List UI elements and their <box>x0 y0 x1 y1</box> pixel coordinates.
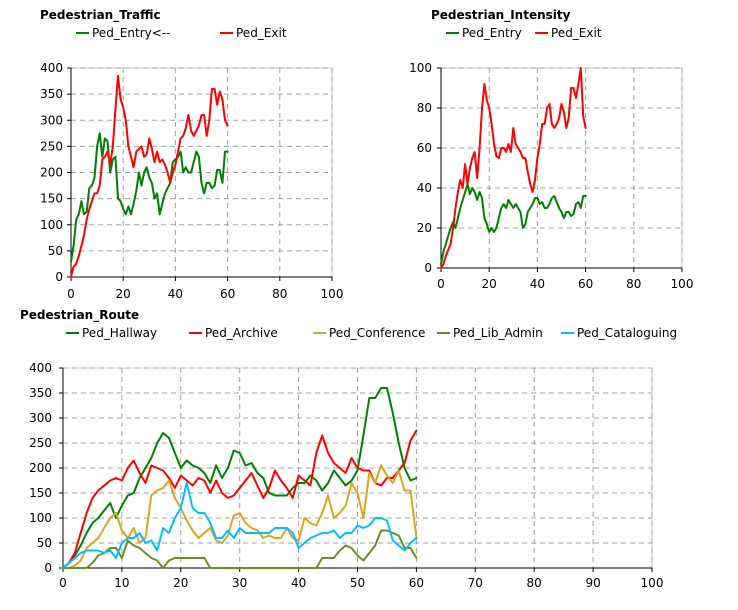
x-tick-label: 100 <box>321 287 344 301</box>
x-tick-label: 80 <box>272 287 287 301</box>
y-tick-label: 250 <box>29 436 52 450</box>
series-line-ped-hallway <box>62 387 418 569</box>
y-tick-label: 0 <box>44 561 52 575</box>
y-tick-label: 250 <box>40 139 63 153</box>
x-tick-label: 60 <box>578 277 593 291</box>
legend-label: Ped_Cataloguing <box>577 326 677 340</box>
y-tick-label: 0 <box>55 270 63 284</box>
legend-label: Ped_Exit <box>551 26 602 40</box>
y-tick-label: 150 <box>40 192 63 206</box>
chart-title: Pedestrian_Route <box>20 308 139 323</box>
y-tick-label: 100 <box>29 511 52 525</box>
chart-title: Pedestrian_Intensity <box>431 8 571 23</box>
x-tick-label: 0 <box>67 287 75 301</box>
y-tick-label: 100 <box>40 218 63 232</box>
x-tick-label: 60 <box>409 576 424 590</box>
chart-2: Pedestrian_Intensity Ped_Entry Ped_Exit 0 20… <box>409 8 693 291</box>
y-tick-label: 200 <box>29 461 52 475</box>
series-line-ped-archive <box>62 429 418 569</box>
x-tick-label: 70 <box>468 576 483 590</box>
chart-title: Pedestrian_Traffic <box>40 8 161 23</box>
series-line-ped-exit <box>440 67 587 269</box>
y-tick-label: 300 <box>40 113 63 127</box>
y-tick-label: 40 <box>417 181 432 195</box>
legend-label: Ped_Entry<-- <box>92 26 170 40</box>
y-tick-label: 300 <box>29 411 52 425</box>
series-line-ped-exit <box>70 74 229 278</box>
y-tick-label: 20 <box>417 221 432 235</box>
x-tick-label: 100 <box>641 576 664 590</box>
x-tick-label: 0 <box>59 576 67 590</box>
x-tick-label: 20 <box>482 277 497 291</box>
y-tick-label: 400 <box>29 361 52 375</box>
y-tick-label: 350 <box>29 386 52 400</box>
legend-label: Ped_Archive <box>205 326 278 340</box>
x-tick-label: 0 <box>437 277 445 291</box>
y-tick-label: 50 <box>37 536 52 550</box>
y-tick-label: 350 <box>40 87 63 101</box>
x-tick-label: 30 <box>232 576 247 590</box>
x-tick-label: 80 <box>626 277 641 291</box>
y-tick-label: 60 <box>417 141 432 155</box>
legend-label: Ped_Exit <box>236 26 287 40</box>
x-tick-label: 40 <box>530 277 545 291</box>
legend-label: Ped_Conference <box>329 326 425 340</box>
x-tick-label: 90 <box>585 576 600 590</box>
x-tick-label: 100 <box>671 277 694 291</box>
chart-3: Pedestrian_Route Ped_Hallway Ped_Archive Pe… <box>20 308 677 590</box>
series-line-ped-entry <box>70 132 229 263</box>
x-tick-label: 50 <box>350 576 365 590</box>
y-tick-label: 200 <box>40 166 63 180</box>
y-tick-label: 80 <box>417 101 432 115</box>
y-tick-label: 100 <box>409 61 432 75</box>
legend-label: Ped_Lib_Admin <box>453 326 543 340</box>
x-tick-label: 80 <box>527 576 542 590</box>
x-tick-label: 40 <box>168 287 183 301</box>
legend-label: Ped_Entry <box>462 26 522 40</box>
series-line-ped-conference <box>62 464 418 569</box>
series-line-ped-lib-admin <box>62 529 418 569</box>
y-tick-label: 0 <box>424 261 432 275</box>
x-tick-label: 20 <box>173 576 188 590</box>
x-tick-label: 10 <box>114 576 129 590</box>
x-tick-label: 20 <box>116 287 131 301</box>
x-tick-label: 40 <box>291 576 306 590</box>
y-tick-label: 400 <box>40 61 63 75</box>
series-line-ped-entry <box>440 183 587 265</box>
legend-label: Ped_Hallway <box>82 326 157 340</box>
chart-1: Pedestrian_Traffic Ped_Entry<-- Ped_Exit 0 5… <box>40 8 343 301</box>
x-tick-label: 60 <box>220 287 235 301</box>
series-line-ped-cataloguing <box>62 482 418 569</box>
y-tick-label: 50 <box>48 244 63 258</box>
y-tick-label: 150 <box>29 486 52 500</box>
